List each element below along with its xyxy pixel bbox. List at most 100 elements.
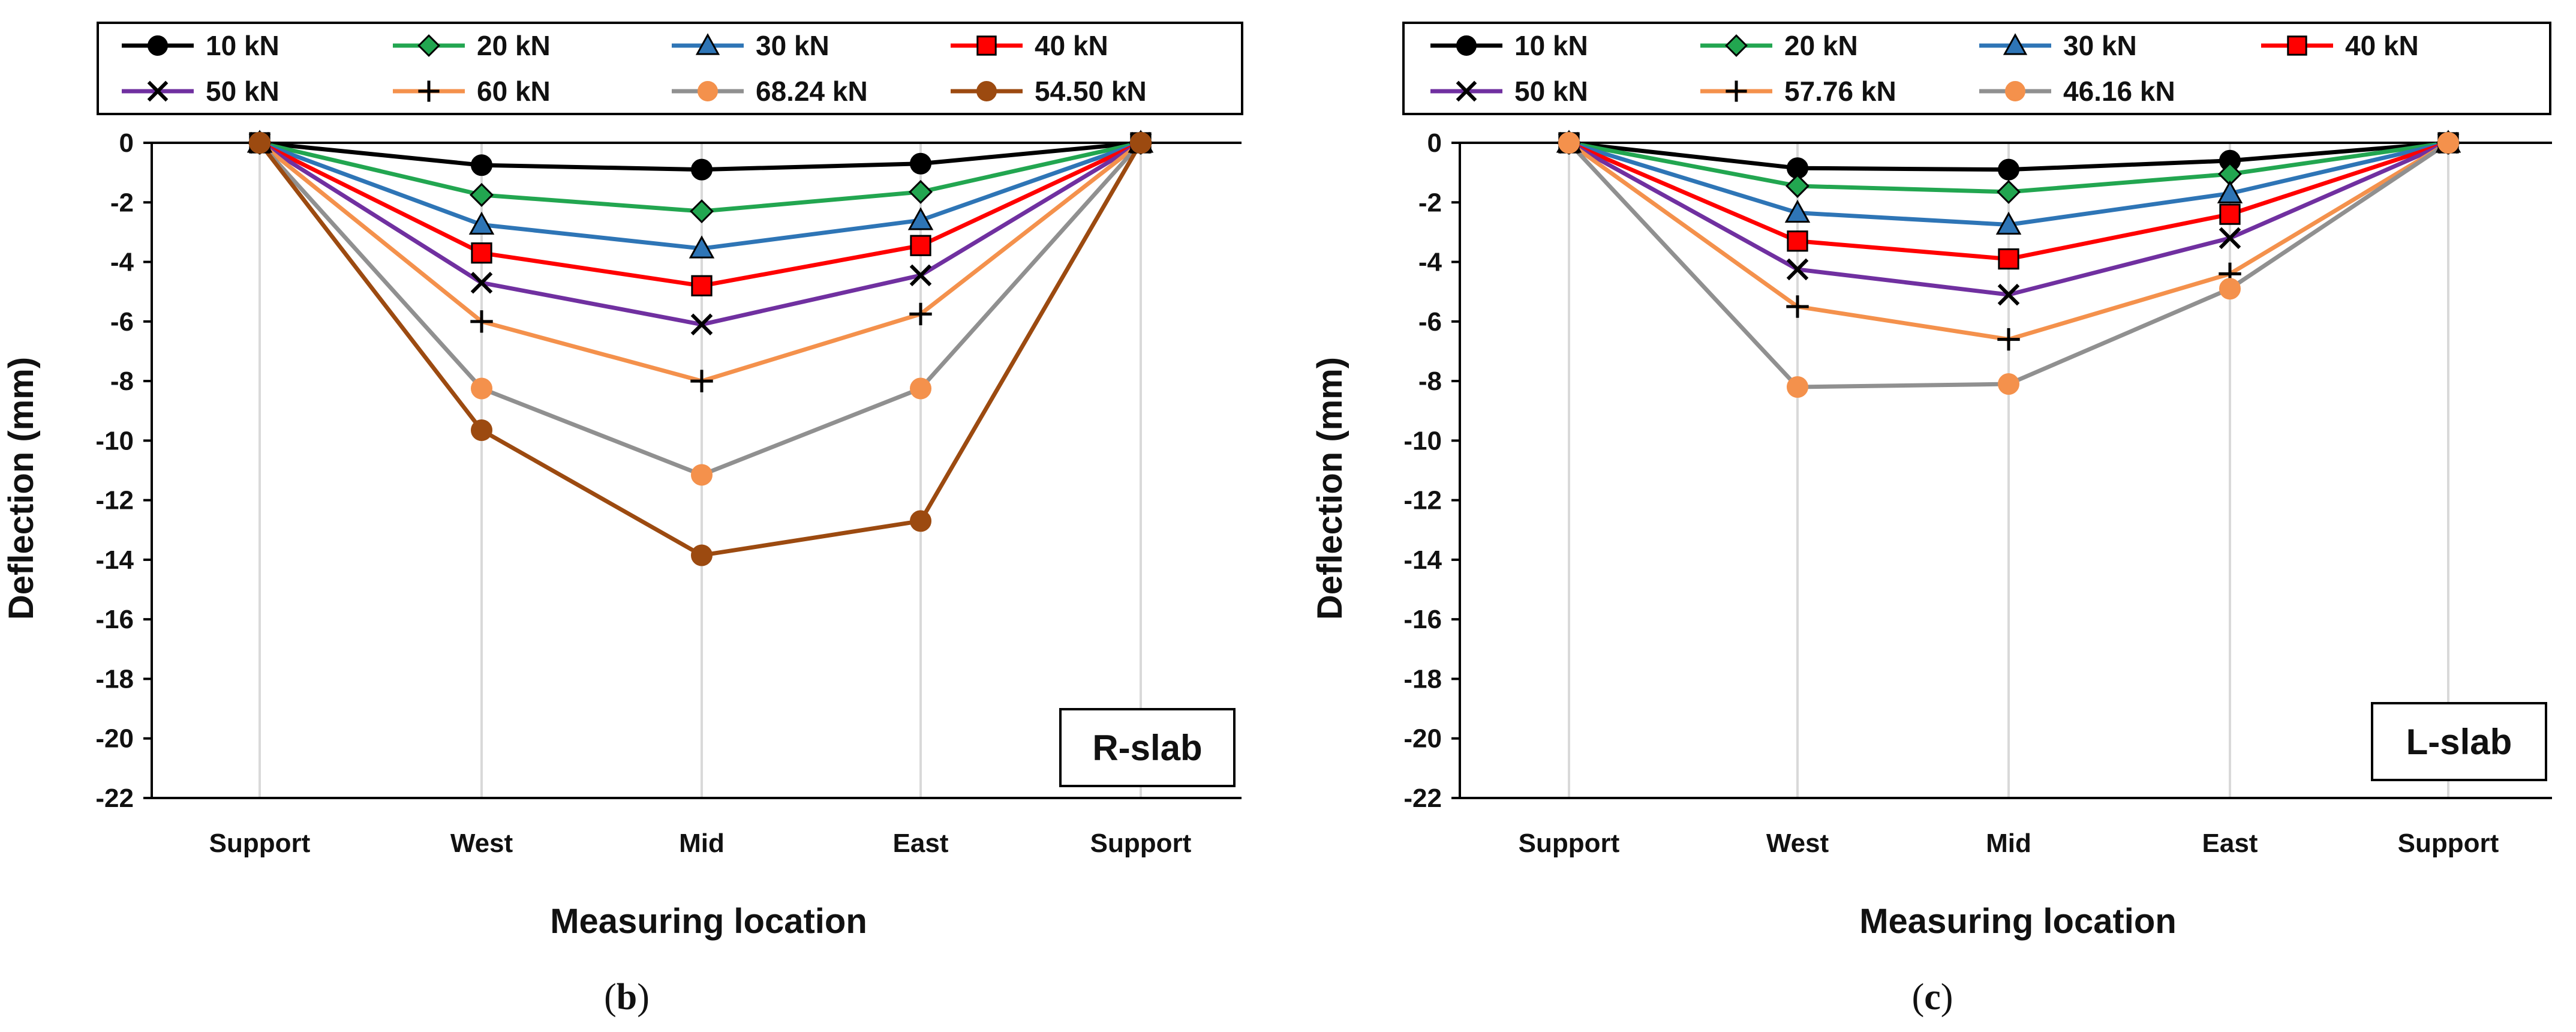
data-point-2-1 <box>468 211 495 235</box>
y-tick-label: -8 <box>110 367 134 396</box>
data-point-0-2 <box>691 158 713 181</box>
legend-label: 40 kN <box>2345 30 2419 61</box>
y-tick-label: -2 <box>110 188 134 217</box>
legend-item: 20 kN <box>1700 30 1858 61</box>
data-point-4-3 <box>909 264 932 287</box>
y-tick-label: -18 <box>1403 664 1442 694</box>
data-point-6-1 <box>471 377 492 400</box>
data-point-2-1 <box>1784 199 1811 223</box>
data-point-3-2 <box>1998 248 2019 270</box>
x-tick-label: East <box>2202 829 2258 858</box>
legend-box <box>97 22 1243 115</box>
data-point-3-3 <box>2219 203 2241 225</box>
y-tick-label: -16 <box>1403 605 1442 634</box>
legend-item: 40 kN <box>951 30 1108 61</box>
data-point-3-3 <box>910 235 931 256</box>
data-point-1-2 <box>690 199 714 224</box>
panel-caption: (b) <box>604 977 650 1018</box>
x-tick-label: Support <box>1090 829 1192 858</box>
legend-item: 46.16 kN <box>1979 76 2175 107</box>
data-point-3-1 <box>471 242 492 264</box>
data-point-2-3 <box>907 207 934 230</box>
y-tick-label: -20 <box>95 724 134 754</box>
y-tick-label: -4 <box>1418 248 1442 277</box>
data-point-6-0 <box>1558 132 1580 154</box>
legend-label: 46.16 kN <box>2063 76 2175 107</box>
data-point-0-3 <box>910 152 931 175</box>
slab-label-box <box>2371 702 2547 781</box>
data-point-5-2 <box>690 370 713 392</box>
data-point-3-2 <box>691 275 713 296</box>
slab-label: L-slab <box>2406 722 2512 762</box>
legend-marker <box>695 33 720 55</box>
data-point-4-1 <box>1786 258 1809 281</box>
legend-label: 60 kN <box>477 76 551 107</box>
y-tick-label: -22 <box>95 784 134 813</box>
data-point-7-2 <box>691 544 713 566</box>
data-point-6-2 <box>1998 373 2019 395</box>
data-point-6-1 <box>1787 376 1808 398</box>
legend-item: 30 kN <box>672 30 829 61</box>
legend-marker <box>2003 33 2028 55</box>
chart-panel-b: 0 -2 -4 -6 -8 -10 -12 -14 -16 -18 -20 -22 Support Wes… <box>2 22 1243 1018</box>
y-tick-label: -8 <box>1418 367 1442 396</box>
legend-item: 20 kN <box>393 30 551 61</box>
legend-marker <box>2005 81 2025 101</box>
legend-marker <box>1725 34 1748 57</box>
data-point-0-2 <box>1998 158 2019 181</box>
y-tick-label: -10 <box>1403 426 1442 455</box>
x-tick-label: Mid <box>679 829 725 858</box>
slab-label: R-slab <box>1092 728 1202 768</box>
legend-item: 30 kN <box>1979 30 2137 61</box>
y-axis-title: Deflection (mm) <box>2 357 41 620</box>
legend-label: 10 kN <box>1514 30 1588 61</box>
panel-caption: (c) <box>1912 977 1953 1018</box>
x-tick-label: Support <box>2398 829 2499 858</box>
legend-label: 50 kN <box>1514 76 1588 107</box>
data-point-6-3 <box>910 377 931 400</box>
data-point-5-1 <box>1786 295 1809 318</box>
caption-open: ( <box>604 977 617 1018</box>
data-point-1-1 <box>470 182 494 207</box>
legend-label: 68.24 kN <box>756 76 868 107</box>
x-tick-label: West <box>1766 829 1829 858</box>
legend-marker <box>698 81 718 101</box>
y-tick-label: -6 <box>1418 307 1442 337</box>
legend-item: 50 kN <box>122 76 279 107</box>
legend-marker <box>1456 80 1477 102</box>
data-point-4-2 <box>690 313 713 336</box>
legend-marker <box>1726 80 1747 102</box>
legend-item: 54.50 kN <box>951 76 1147 107</box>
x-axis-title: Measuring location <box>550 902 867 941</box>
y-tick-label: -16 <box>95 605 134 634</box>
legend: 10 kN 20 kN 30 kN 40 kN 50 kN 60 kN 68.24 kN 54… <box>122 30 1147 107</box>
legend-label: 20 kN <box>477 30 551 61</box>
caption-close: ) <box>637 977 650 1018</box>
legend-marker <box>1456 35 1477 56</box>
x-axis-title: Measuring location <box>1859 902 2177 941</box>
y-axis-title: Deflection (mm) <box>1310 357 1349 620</box>
data-point-5-2 <box>1997 328 2020 351</box>
legend-label: 54.50 kN <box>1035 76 1147 107</box>
data-point-0-1 <box>471 154 492 176</box>
legend-label: 20 kN <box>1784 30 1858 61</box>
legend-label: 30 kN <box>2063 30 2137 61</box>
legend-label: 40 kN <box>1035 30 1108 61</box>
caption-letter: c <box>1924 977 1941 1018</box>
legend-marker <box>976 81 997 101</box>
caption-open: ( <box>1912 977 1925 1018</box>
x-tick-label: Mid <box>1986 829 2031 858</box>
y-tick-label: -10 <box>95 426 134 455</box>
x-tick-label: Support <box>1519 829 1620 858</box>
legend-box <box>1402 22 2551 115</box>
x-tick-label: West <box>450 829 513 858</box>
y-tick-label: -12 <box>95 486 134 515</box>
legend: 10 kN 20 kN 30 kN 40 kN 50 kN 57.76 kN 46.16 k… <box>1430 30 2419 107</box>
y-tick-label: -6 <box>110 307 134 337</box>
slab-label-box <box>1059 708 1236 787</box>
data-point-1-3 <box>909 179 933 204</box>
caption-letter: b <box>617 977 637 1018</box>
legend-item: 57.76 kN <box>1700 76 1896 107</box>
legend-item: 10 kN <box>122 30 279 61</box>
y-tick-label: -2 <box>1418 188 1442 217</box>
